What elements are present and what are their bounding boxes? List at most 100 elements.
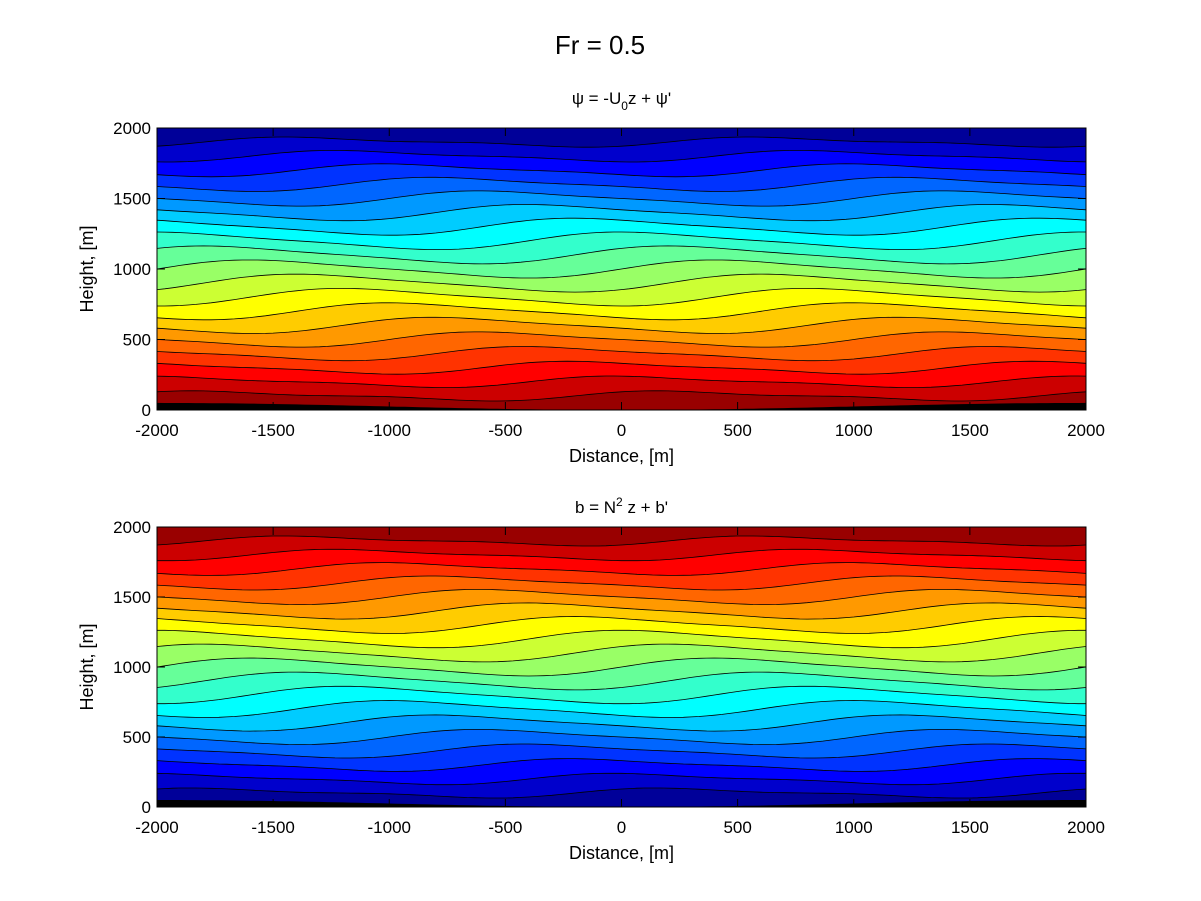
x-tick-label: 1000: [835, 818, 873, 837]
contour-band: [157, 163, 1086, 192]
x-tick-label: 1000: [835, 421, 873, 440]
x-tick-label: -500: [488, 421, 522, 440]
contour-line: [157, 375, 1086, 389]
contour-line: [157, 302, 1086, 321]
y-tick-label: 1500: [113, 588, 151, 607]
y-tick-label: 0: [142, 798, 151, 817]
contour-band: [157, 589, 1086, 620]
contour-band: [157, 137, 1086, 162]
contour-line: [157, 671, 1086, 691]
y-tick-label: 0: [142, 401, 151, 420]
contour-line: [157, 589, 1086, 605]
contour-band: [157, 616, 1086, 648]
y-tick-label: 500: [123, 728, 151, 747]
contour-line: [157, 548, 1086, 562]
contour-line: [157, 316, 1086, 334]
y-axis-label: Height, [m]: [77, 623, 97, 710]
x-tick-label: 1500: [951, 421, 989, 440]
contour-band: [157, 758, 1086, 785]
contour-line: [157, 287, 1086, 307]
contour-line: [157, 190, 1086, 207]
contour-line: [157, 657, 1086, 677]
contour-line: [157, 163, 1086, 178]
x-tick-label: 500: [723, 421, 751, 440]
contour-line: [157, 729, 1086, 745]
contour-line: [157, 700, 1086, 718]
contour-band: [157, 218, 1086, 250]
contour-line: [157, 616, 1086, 634]
contour-line: [157, 602, 1086, 620]
contour-line: [157, 685, 1086, 705]
contour-line: [157, 204, 1086, 222]
contour-line: [157, 714, 1086, 732]
panel-title: ψ = -U0z + ψ': [572, 89, 671, 113]
contour-line: [157, 360, 1086, 375]
x-tick-label: 2000: [1067, 421, 1105, 440]
buoyancy-contour-panel: -2000 -1500 -1000 -500 0 500 1000 1500 2000 0 500 1…: [77, 495, 1105, 863]
contour-band: [157, 376, 1086, 401]
contour-band: [157, 729, 1086, 758]
y-axis-label: Height, [m]: [77, 225, 97, 312]
x-axis-label: Distance, [m]: [569, 843, 674, 863]
x-tick-label: -1500: [251, 818, 294, 837]
contour-line: [157, 535, 1086, 547]
contour-line: [157, 136, 1086, 148]
contour-band: [157, 549, 1086, 576]
contour-band: [157, 177, 1086, 207]
x-tick-label: -1000: [368, 818, 411, 837]
contour-line: [157, 346, 1086, 362]
x-tick-label: -1000: [368, 421, 411, 440]
x-tick-label: 1500: [951, 818, 989, 837]
x-tick-label: -1500: [251, 421, 294, 440]
x-tick-label: 2000: [1067, 818, 1105, 837]
contour-line: [157, 787, 1086, 799]
contour-band: [157, 260, 1086, 293]
contour-band: [157, 576, 1086, 605]
contour-band: [157, 190, 1086, 221]
figure-suptitle: Fr = 0.5: [555, 30, 645, 60]
y-tick-label: 1000: [113, 260, 151, 279]
contour-line: [157, 629, 1086, 649]
contour-band: [157, 317, 1086, 348]
contour-line: [157, 176, 1086, 192]
contour-line: [157, 743, 1086, 759]
contour-line: [157, 149, 1086, 163]
contour-fill-area: [157, 128, 1086, 410]
contour-line: [157, 259, 1086, 279]
panel-title: b = N2 z + b': [575, 495, 668, 517]
contour-line: [157, 231, 1086, 251]
contour-fill-area: [157, 527, 1086, 807]
y-tick-label: 1500: [113, 190, 151, 209]
contour-band: [157, 714, 1086, 745]
contour-line: [157, 245, 1086, 265]
contour-band: [157, 288, 1086, 320]
contour-band: [157, 536, 1086, 561]
x-tick-label: -2000: [135, 421, 178, 440]
contour-line: [157, 273, 1086, 293]
x-tick-label: -2000: [135, 818, 178, 837]
x-tick-label: 500: [723, 818, 751, 837]
y-tick-label: 1000: [113, 658, 151, 677]
contour-band: [157, 346, 1086, 375]
contour-line: [157, 562, 1086, 576]
contour-band: [157, 361, 1086, 388]
y-tick-label: 2000: [113, 518, 151, 537]
y-tick-label: 2000: [113, 119, 151, 138]
contour-line: [157, 390, 1086, 402]
contour-band: [157, 686, 1086, 718]
contour-line: [157, 643, 1086, 663]
x-tick-label: 0: [617, 421, 626, 440]
contour-band: [157, 274, 1086, 306]
x-tick-label: 0: [617, 818, 626, 837]
psi-contour-panel: -2000 -1500 -1000 -500 0 500 1000 1500 2000 0 500 1…: [77, 89, 1105, 466]
y-tick-label: 500: [123, 331, 151, 350]
contour-band: [157, 232, 1086, 264]
contour-band: [157, 150, 1086, 177]
contour-band: [157, 644, 1086, 676]
x-axis-label: Distance, [m]: [569, 446, 674, 466]
contour-line: [157, 772, 1086, 786]
contour-band: [157, 658, 1086, 690]
contour-band: [157, 562, 1086, 590]
contour-line: [157, 575, 1086, 591]
